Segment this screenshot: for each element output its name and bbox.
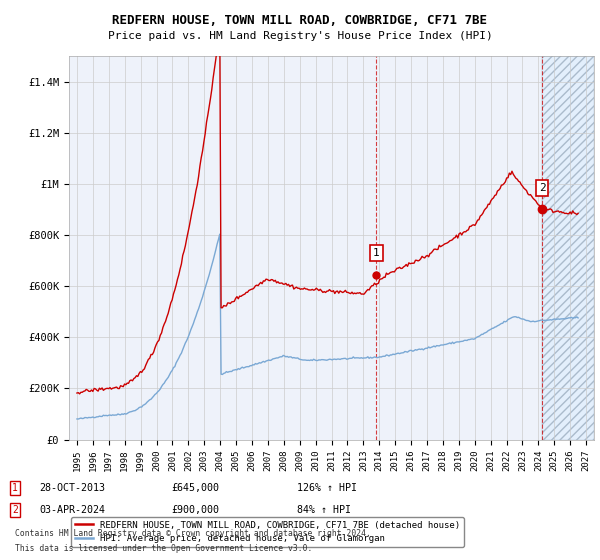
Text: £645,000: £645,000	[171, 483, 219, 493]
Text: £900,000: £900,000	[171, 505, 219, 515]
Text: 126% ↑ HPI: 126% ↑ HPI	[297, 483, 357, 493]
Text: 28-OCT-2013: 28-OCT-2013	[39, 483, 105, 493]
Legend: REDFERN HOUSE, TOWN MILL ROAD, COWBRIDGE, CF71 7BE (detached house), HPI: Averag: REDFERN HOUSE, TOWN MILL ROAD, COWBRIDGE…	[71, 517, 464, 547]
Text: Contains HM Land Registry data © Crown copyright and database right 2024.: Contains HM Land Registry data © Crown c…	[15, 529, 371, 538]
Text: 1: 1	[373, 248, 380, 258]
Text: REDFERN HOUSE, TOWN MILL ROAD, COWBRIDGE, CF71 7BE: REDFERN HOUSE, TOWN MILL ROAD, COWBRIDGE…	[113, 14, 487, 27]
Text: 2: 2	[12, 505, 18, 515]
Text: 03-APR-2024: 03-APR-2024	[39, 505, 105, 515]
Text: 84% ↑ HPI: 84% ↑ HPI	[297, 505, 351, 515]
Text: 2: 2	[539, 183, 545, 193]
Bar	[542, 56, 594, 440]
Text: This data is licensed under the Open Government Licence v3.0.: This data is licensed under the Open Gov…	[15, 544, 313, 553]
Bar	[542, 56, 594, 440]
Text: 1: 1	[12, 483, 18, 493]
Text: Price paid vs. HM Land Registry's House Price Index (HPI): Price paid vs. HM Land Registry's House …	[107, 31, 493, 41]
